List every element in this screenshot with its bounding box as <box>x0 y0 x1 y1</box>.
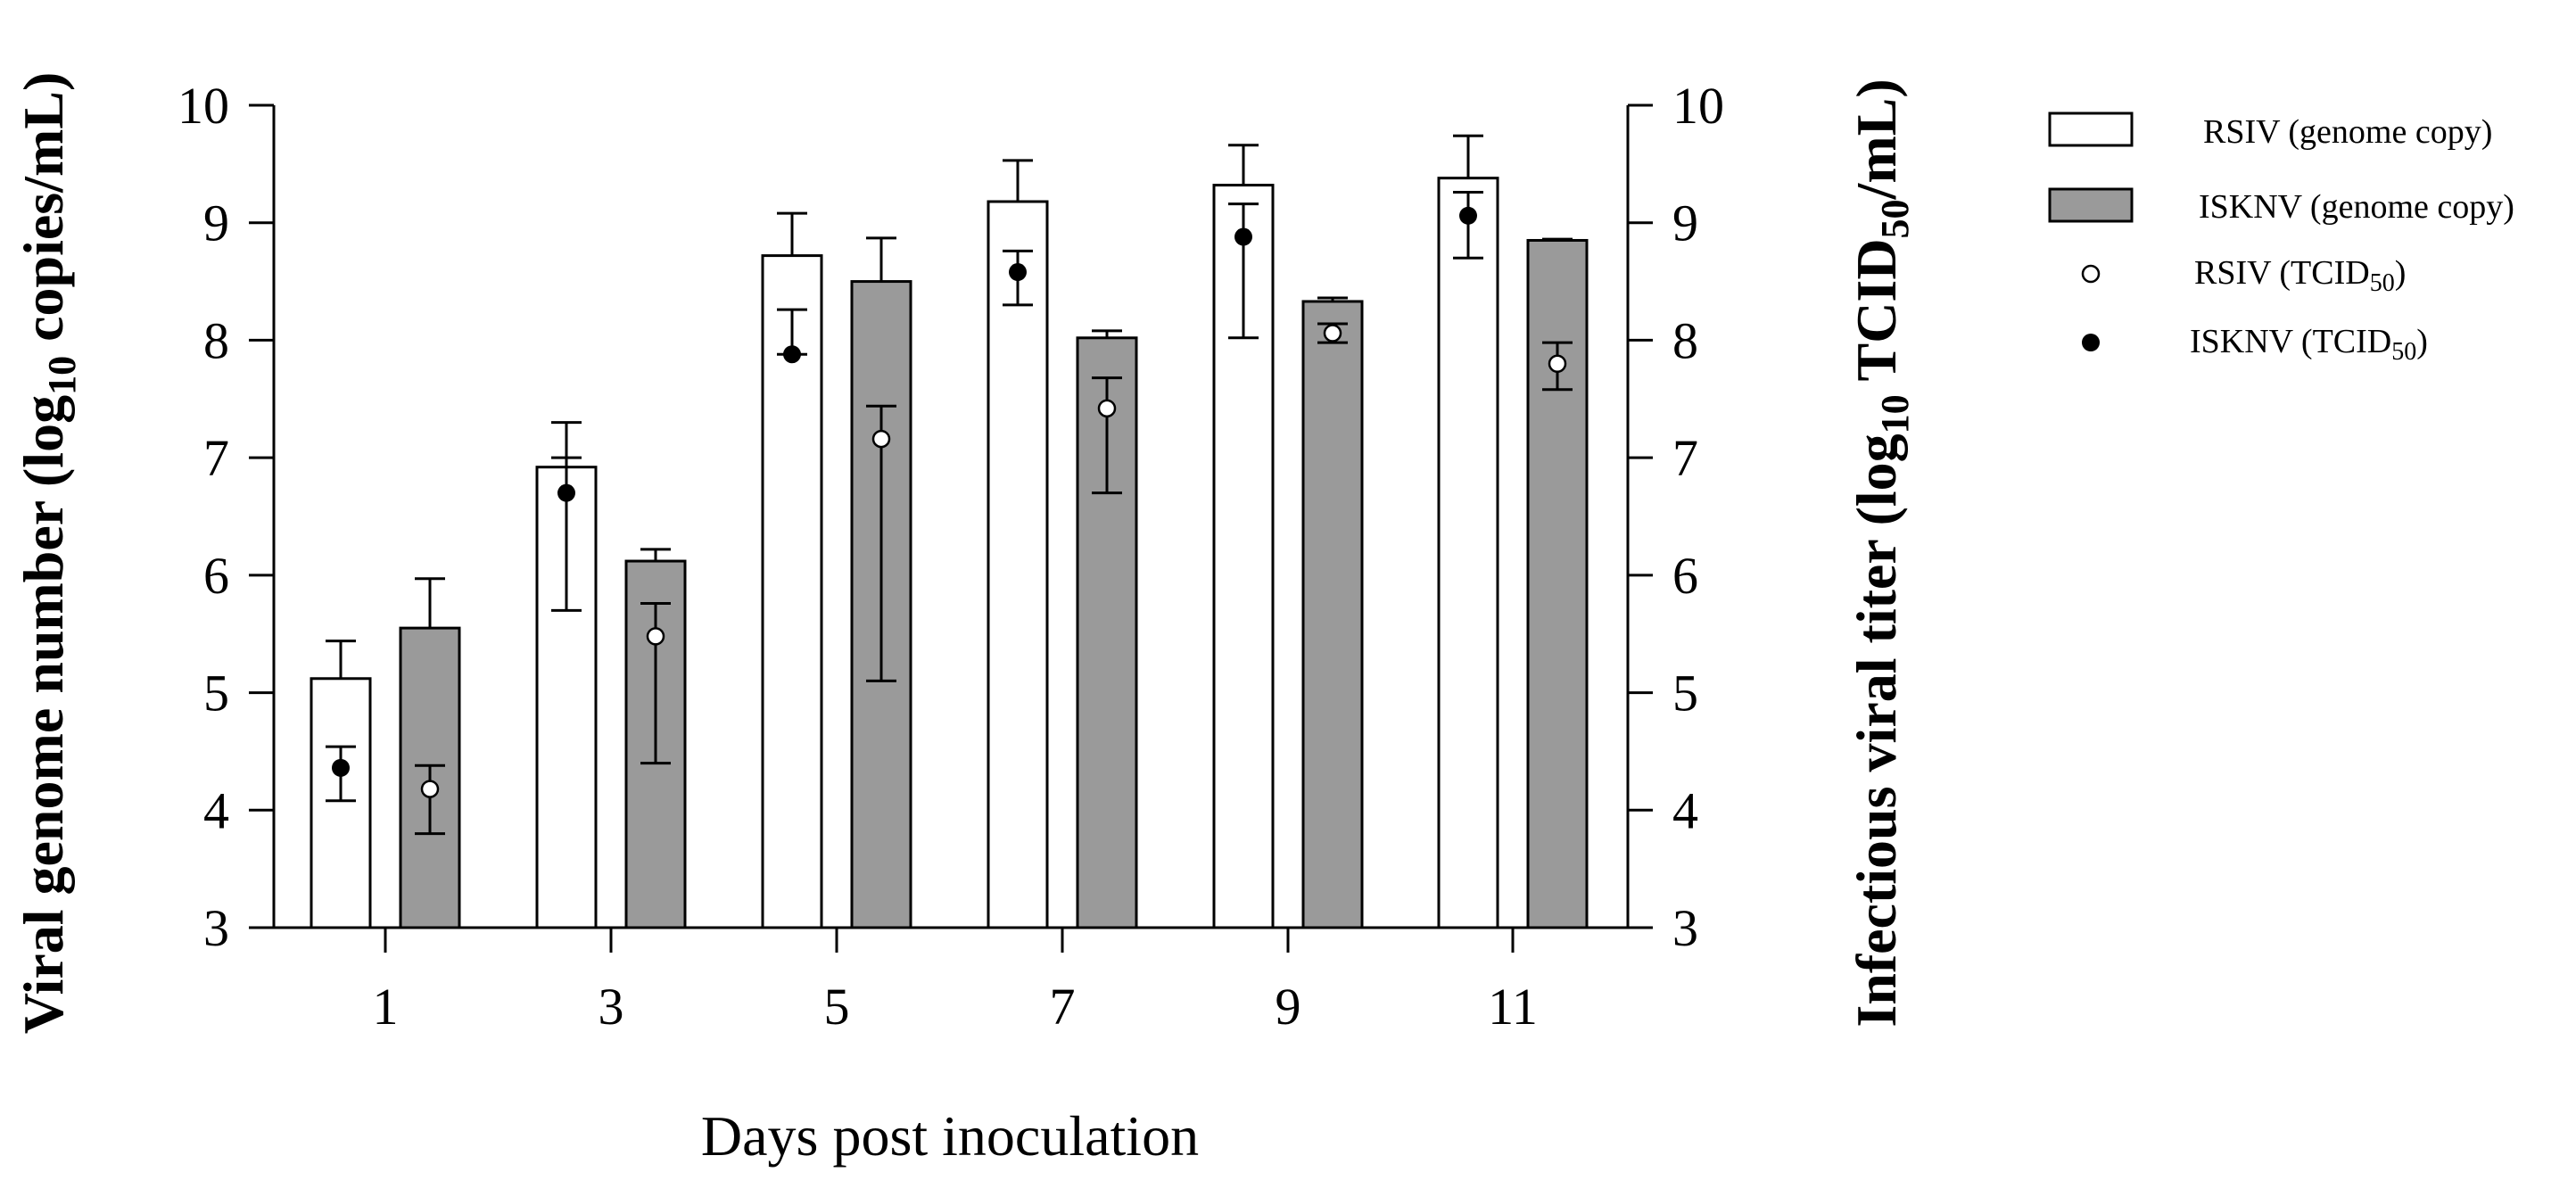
point-isknv-tcid50 <box>783 345 801 364</box>
y2-tick-label-right: 10 <box>1672 77 1724 135</box>
legend-marker-rsiv-tcid50 <box>2081 264 2101 284</box>
y-tick-label-left: 7 <box>203 429 229 487</box>
point-rsiv-tcid50 <box>871 429 891 449</box>
point-isknv-tcid50 <box>332 758 350 777</box>
legend: RSIV (genome copy) ISKNV (genome copy) R… <box>2048 111 2514 366</box>
legend-swatch-rsiv-genome <box>2048 111 2134 147</box>
y2-tick-label-right: 9 <box>1672 194 1698 252</box>
y-axis-left-title: Viral genome number (log10 copies/mL) <box>12 72 84 1035</box>
y2-tick-label-right: 3 <box>1672 899 1698 957</box>
y-tick-label-left: 5 <box>203 665 229 722</box>
tick-labels: 3 3 4 4 5 5 6 6 7 7 8 8 9 9 10 10 1 3 5 7 9 11 <box>178 77 1724 1036</box>
y-tick-label-left: 9 <box>203 194 229 252</box>
legend-label-rsiv-tcid50: RSIV (TCID50) <box>2194 254 2406 297</box>
legend-swatch-isknv-genome <box>2048 187 2134 223</box>
bars <box>310 134 1589 929</box>
bar-rsiv-genome <box>310 677 372 929</box>
y2-tick-label-right: 4 <box>1672 781 1698 839</box>
y-tick-label-left: 3 <box>203 899 229 957</box>
point-rsiv-tcid50 <box>646 627 665 646</box>
legend-marker-isknv-tcid50 <box>2082 334 2100 351</box>
point-isknv-tcid50 <box>557 483 575 502</box>
y2-tick-label-right: 6 <box>1672 547 1698 605</box>
point-isknv-tcid50 <box>1009 263 1027 282</box>
point-isknv-tcid50 <box>1459 206 1477 225</box>
legend-label-isknv-genome: ISKNV (genome copy) <box>2199 188 2514 226</box>
point-rsiv-tcid50 <box>420 780 440 798</box>
y2-tick-label-right: 7 <box>1672 429 1698 487</box>
bar-rsiv-genome <box>987 200 1049 929</box>
point-rsiv-tcid50 <box>1548 354 1567 374</box>
bar-rsiv-genome <box>761 254 823 929</box>
y-axis-right-title: Infectious viral titer (log10 TCID50/mL) <box>1845 78 1917 1027</box>
y-tick-label-left: 8 <box>203 311 229 369</box>
y-tick-label-left: 6 <box>203 547 229 605</box>
points <box>326 190 1573 836</box>
x-tick-label: 11 <box>1488 978 1538 1036</box>
axes <box>249 103 1653 953</box>
x-tick-label: 7 <box>1050 978 1076 1036</box>
point-rsiv-tcid50 <box>1323 324 1342 343</box>
bar-isknv-genome <box>1301 300 1364 929</box>
y-tick-label-left: 4 <box>203 781 229 839</box>
x-tick-label: 9 <box>1276 978 1301 1036</box>
legend-label-isknv-tcid50: ISKNV (TCID50) <box>2190 323 2428 366</box>
x-tick-label: 3 <box>599 978 624 1036</box>
point-isknv-tcid50 <box>1234 227 1252 246</box>
y-tick-label-left: 10 <box>178 77 229 135</box>
bar-rsiv-genome <box>1437 177 1499 929</box>
x-tick-label: 5 <box>824 978 850 1036</box>
y2-tick-label-right: 5 <box>1672 665 1698 722</box>
x-tick-label: 1 <box>373 978 399 1036</box>
x-axis-title: Days post inoculation <box>701 1104 1199 1168</box>
point-rsiv-tcid50 <box>1097 399 1117 418</box>
legend-label-rsiv-genome: RSIV (genome copy) <box>2203 113 2492 151</box>
y2-tick-label-right: 8 <box>1672 311 1698 369</box>
